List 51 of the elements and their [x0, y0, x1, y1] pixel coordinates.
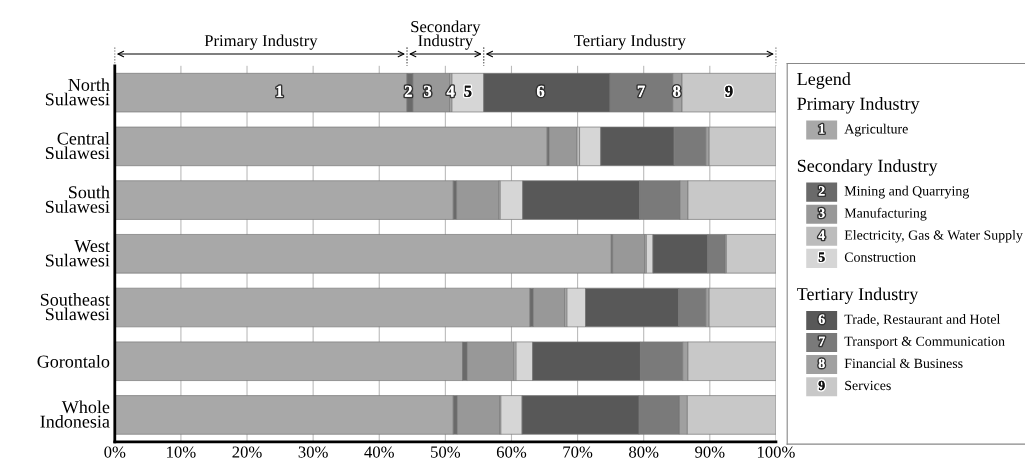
y-tick-label: Central Sulawesi	[45, 131, 110, 160]
legend-label: Services	[845, 380, 891, 391]
text: Tertiary Industry	[797, 287, 919, 304]
y-tick-label: South Sulawesi	[45, 185, 110, 213]
text: Primary Industry	[204, 34, 318, 50]
legend-label: Construction	[844, 252, 916, 262]
annotation: 9	[725, 85, 733, 97]
text: 4	[818, 230, 825, 240]
x-tick-label: 20%	[232, 446, 262, 458]
text: Secondary Industry	[797, 159, 938, 176]
x-tick-label: 90%	[695, 446, 725, 458]
x-tick-label: 60%	[496, 446, 527, 458]
text: 5	[818, 252, 825, 262]
annotation: 5	[464, 85, 472, 97]
annotation: 7	[637, 85, 645, 97]
text: 1	[819, 124, 825, 134]
y-tick-label: Whole Indonesia	[40, 400, 110, 428]
x-tick-label: 10%	[167, 446, 196, 458]
legend-label: Transport & Communication	[844, 336, 1005, 349]
text: Secondary Industry	[411, 20, 481, 50]
annotation: 2	[404, 85, 412, 97]
x-tick-label: 100%	[757, 446, 795, 458]
x-tick-label: 50%	[431, 446, 461, 458]
y-tick-label: North Sulawesi	[45, 78, 110, 106]
legend-title: Legend	[797, 72, 851, 89]
y-tick-label: Southeast Sulawesi	[40, 293, 110, 321]
x-tick-label: 30%	[298, 446, 328, 458]
text: 7	[819, 336, 825, 346]
text: 9	[818, 380, 825, 391]
legend-label: Trade, Restaurant and Hotel	[844, 314, 1001, 326]
text: Tertiary Industry	[574, 34, 686, 50]
x-tick-label: 0%	[104, 446, 126, 458]
y-tick-label: Gorontalo	[37, 354, 110, 368]
x-tick-label: 70%	[563, 446, 593, 458]
legend-label: Mining and Quarrying	[844, 185, 969, 199]
x-tick-label: 80%	[629, 446, 659, 458]
annotation: 8	[673, 85, 681, 97]
text: 6	[818, 314, 825, 324]
text: Agriculture	[844, 123, 908, 137]
x-tick-label: 40%	[364, 446, 394, 458]
y-tick-label: West Sulawesi	[45, 240, 110, 267]
text: Financial & Business	[844, 358, 963, 369]
text: Primary Industry	[797, 97, 920, 114]
annotation: 6	[536, 85, 545, 97]
text: 3	[818, 208, 825, 218]
text: 8	[818, 358, 825, 369]
annotation: 1	[276, 85, 283, 97]
legend-label: Electricity, Gas & Water Supply	[844, 229, 1023, 243]
text: Manufacturing	[844, 207, 927, 221]
annotation: 3	[423, 85, 432, 97]
text: 2	[818, 186, 825, 196]
